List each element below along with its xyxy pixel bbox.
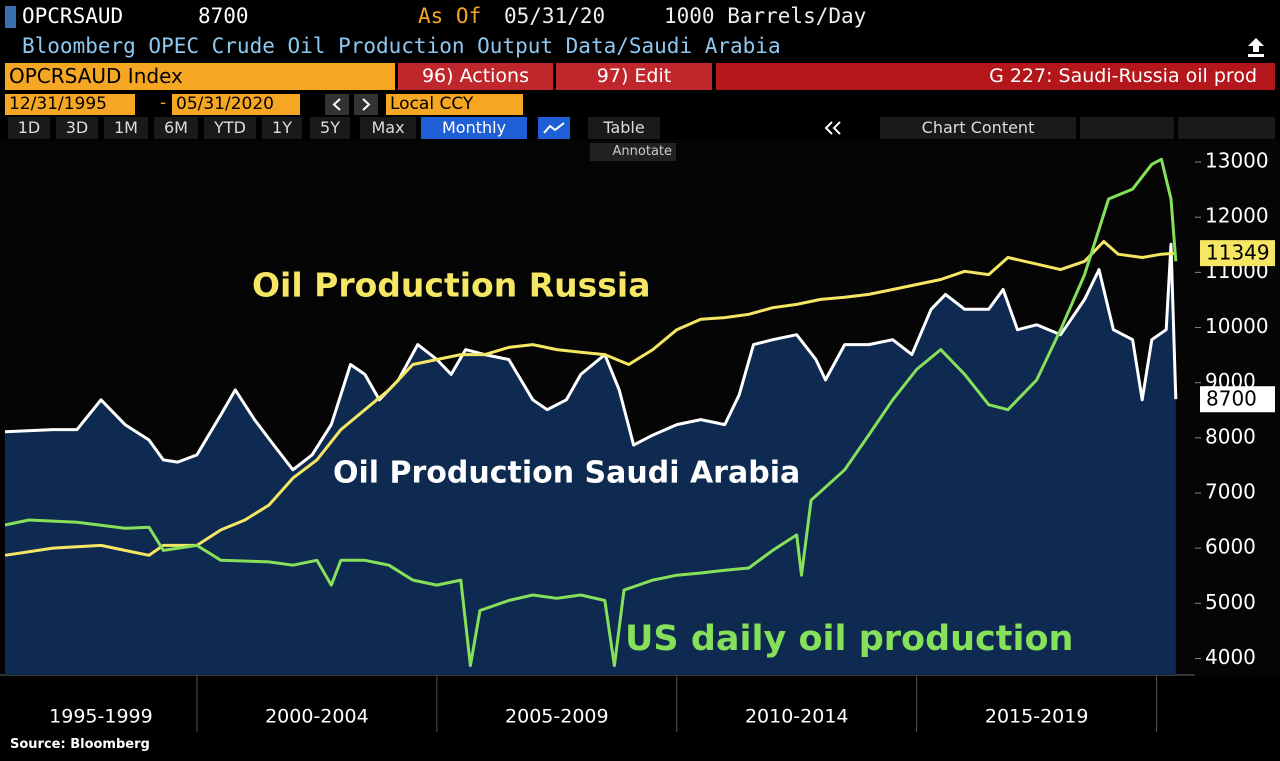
source: Source: Bloomberg (10, 737, 150, 752)
last-value-box (1200, 386, 1275, 413)
series-line (4, 157, 1178, 668)
period-button[interactable]: 1Y (262, 117, 302, 139)
ticker-marker (5, 6, 16, 28)
y-tick-label: 4000 (1205, 645, 1256, 669)
x-tick-label: 2005-2009 (505, 706, 609, 728)
collapse-icon[interactable] (818, 117, 848, 139)
last-value-label: 8700 (1206, 387, 1257, 411)
series-label: Oil Production Saudi Arabia (333, 456, 800, 491)
last-value-label: 11349 (1206, 241, 1270, 265)
y-tick-label: 10000 (1205, 314, 1269, 338)
as-of-label: As Of (418, 4, 482, 28)
security-field[interactable]: OPCRSAUD Index (5, 63, 395, 90)
x-tick-label: 2000-2004 (265, 706, 369, 728)
last-value-box (1200, 240, 1275, 267)
edit-button[interactable]: 97) Edit (556, 63, 712, 90)
edit-chart-icon[interactable] (1080, 117, 1174, 139)
settings-icon[interactable] (1178, 117, 1275, 139)
actions-button[interactable]: 96) Actions (398, 63, 553, 90)
series-label: Oil Production Russia (252, 266, 650, 305)
period-button[interactable]: 1D (8, 117, 50, 139)
series-line (4, 242, 1178, 472)
table-button[interactable]: Table (588, 117, 660, 139)
description: Bloomberg OPEC Crude Oil Production Outp… (22, 34, 781, 58)
start-date[interactable]: 12/31/1995 (5, 94, 135, 115)
period-button[interactable]: 1M (104, 117, 148, 139)
period-button[interactable]: 3D (56, 117, 98, 139)
period-button[interactable]: YTD (204, 117, 256, 139)
x-tick-label: 1995-1999 (49, 706, 153, 728)
ticker: OPCRSAUD (22, 4, 124, 28)
period-button[interactable]: Max (360, 117, 416, 139)
date-arrows[interactable] (325, 94, 379, 115)
as-of-date: 05/31/20 (504, 4, 606, 28)
end-date[interactable]: 05/31/2020 (172, 94, 300, 115)
series-area (5, 244, 1176, 675)
y-tick-label: 6000 (1205, 535, 1256, 559)
period-button[interactable]: 5Y (310, 117, 350, 139)
chart-content-button[interactable]: Chart Content (880, 117, 1076, 139)
date-separator: - (160, 93, 167, 113)
chart-name[interactable]: G 227: Saudi-Russia oil prod (716, 63, 1275, 90)
y-tick-label: 8000 (1205, 424, 1256, 448)
export-icon[interactable] (1244, 36, 1268, 58)
y-tick-label: 7000 (1205, 479, 1256, 503)
x-tick-label: 2010-2014 (745, 706, 849, 728)
y-tick-label: 13000 (1205, 149, 1269, 173)
series-line (4, 240, 1176, 557)
last-price: 8700 (198, 4, 249, 28)
units: 1000 Barrels/Day (664, 4, 867, 28)
annotate-button[interactable]: Annotate (590, 143, 676, 161)
currency-field[interactable]: Local CCY (386, 94, 523, 115)
series-label: US daily oil production (625, 619, 1073, 659)
chart-type-icon[interactable] (538, 117, 570, 139)
period-button[interactable]: 6M (154, 117, 198, 139)
x-tick-label: 2015-2019 (985, 706, 1089, 728)
y-tick-label: 12000 (1205, 204, 1269, 228)
y-tick-label: 5000 (1205, 590, 1256, 614)
frequency-button[interactable]: Monthly (421, 117, 527, 139)
